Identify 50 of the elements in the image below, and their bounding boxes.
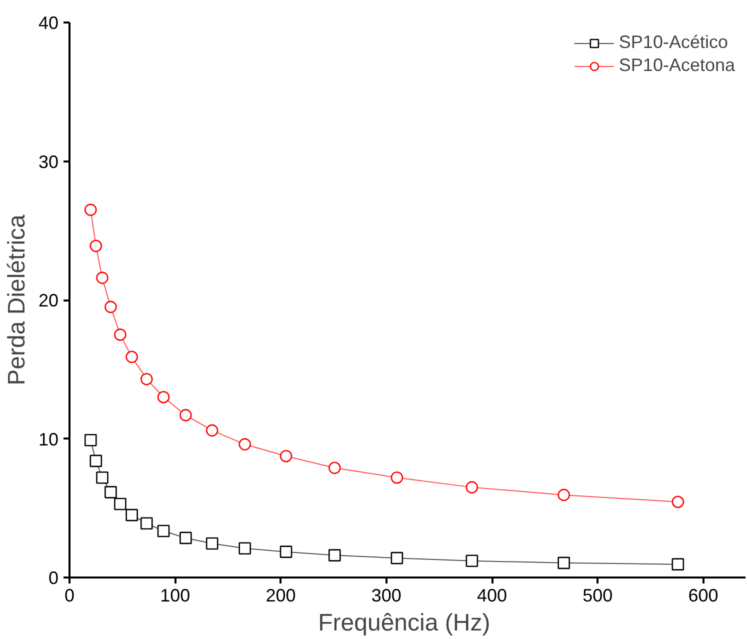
x-tick-label: 500 — [582, 586, 613, 606]
x-tick-label: 300 — [371, 586, 402, 606]
point — [390, 552, 404, 564]
point — [90, 240, 102, 252]
x-tick-label: 100 — [160, 586, 190, 606]
y-axis-title: Perda Dielétrica — [3, 214, 30, 386]
point — [672, 496, 684, 508]
point — [180, 409, 192, 422]
point — [466, 481, 478, 494]
point — [96, 471, 108, 484]
point — [672, 558, 684, 570]
point — [157, 390, 170, 404]
point — [126, 508, 138, 522]
point — [140, 372, 153, 386]
point — [328, 549, 341, 562]
point — [558, 556, 570, 570]
x-tick-label: 200 — [266, 586, 296, 606]
point — [558, 488, 570, 502]
point — [180, 532, 192, 544]
legend-label: SP10-Acetona — [618, 55, 735, 76]
point — [238, 542, 251, 555]
point — [466, 554, 478, 567]
point — [390, 471, 404, 484]
x-tick-label: 400 — [476, 586, 508, 606]
y-tick-label: 0 — [48, 568, 59, 588]
point — [157, 524, 170, 538]
y-tick-label: 40 — [38, 13, 59, 33]
point — [90, 454, 102, 468]
x-axis-title: Frequência (Hz) — [318, 610, 490, 636]
point — [84, 434, 97, 446]
point — [280, 450, 292, 462]
point — [96, 272, 108, 284]
point — [328, 462, 341, 474]
point — [114, 498, 126, 510]
y-tick-label: 30 — [38, 152, 59, 172]
point — [84, 204, 97, 216]
x-tick-label: 600 — [688, 586, 718, 606]
point — [104, 486, 117, 498]
point — [280, 546, 292, 558]
y-tick-label: 20 — [38, 290, 59, 310]
x-tick-label: 0 — [64, 586, 75, 606]
point — [238, 438, 251, 450]
point — [104, 300, 117, 314]
point — [114, 328, 126, 341]
y-tick-label: 10 — [38, 429, 59, 450]
point — [140, 517, 153, 530]
point — [126, 350, 138, 364]
point — [206, 537, 218, 550]
point — [206, 424, 218, 437]
legend-label: SP10-Acético — [618, 32, 728, 53]
